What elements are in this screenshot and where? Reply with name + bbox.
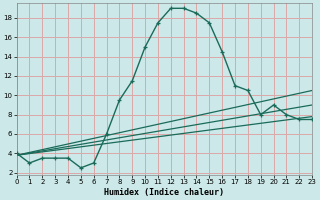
X-axis label: Humidex (Indice chaleur): Humidex (Indice chaleur): [104, 188, 224, 197]
